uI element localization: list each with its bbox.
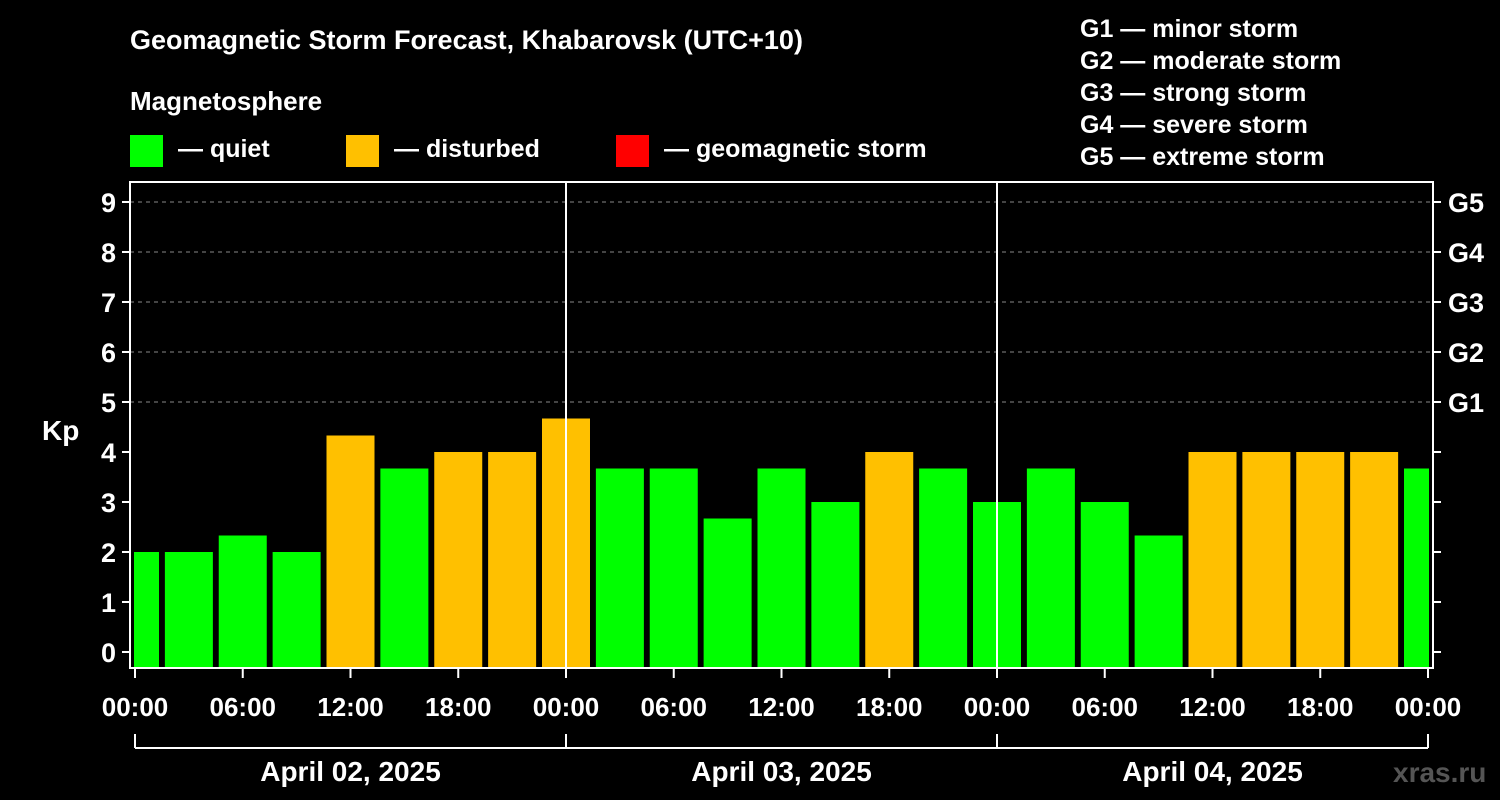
right-axis-label-g3: G3 [1448, 288, 1484, 318]
right-axis-label-g2: G2 [1448, 338, 1484, 368]
chart-title: Geomagnetic Storm Forecast, Khabarovsk (… [130, 25, 803, 55]
y-tick-label-9: 9 [101, 188, 116, 218]
y-axis-label: Kp [42, 415, 79, 446]
y-tick-label-7: 7 [101, 288, 116, 318]
legend-swatch-quiet [130, 135, 163, 167]
bar-2 [218, 535, 267, 668]
bar-11 [703, 518, 752, 668]
bar-0 [134, 552, 159, 668]
y-tick-label-0: 0 [101, 638, 116, 668]
right-axis-label-g5: G5 [1448, 188, 1484, 218]
bar-1 [164, 552, 213, 668]
x-tick-label-2: 12:00 [317, 692, 384, 722]
bar-17 [1026, 468, 1075, 668]
y-tick-label-5: 5 [101, 388, 116, 418]
bar-13 [811, 502, 860, 668]
y-tick-label-3: 3 [101, 488, 116, 518]
storm-level-g3: G3 — strong storm [1080, 79, 1306, 107]
bar-5 [380, 468, 429, 668]
y-tick-label-4: 4 [101, 438, 116, 468]
date-label-2: April 04, 2025 [1122, 756, 1303, 787]
legend-swatch-storm [616, 135, 649, 167]
bar-18 [1080, 502, 1129, 668]
x-tick-label-7: 18:00 [856, 692, 923, 722]
x-tick-label-11: 18:00 [1287, 692, 1354, 722]
bar-3 [272, 552, 321, 668]
bar-24 [1404, 468, 1429, 668]
storm-level-g2: G2 — moderate storm [1080, 47, 1341, 75]
legend-swatch-disturbed [346, 135, 379, 167]
bar-23 [1350, 452, 1399, 668]
bar-19 [1134, 535, 1183, 668]
storm-level-legend: G1 — minor storm G2 — moderate storm G3 … [1080, 15, 1341, 171]
storm-level-g4: G4 — severe storm [1080, 111, 1308, 139]
bar-9 [595, 468, 644, 668]
plot-area: 0 1 2 3 4 5 6 7 8 9 G1 G2 G3 G4 G5 00:00 06:00 12:00 18:00… [101, 181, 1484, 787]
legend-label-disturbed: — disturbed [394, 135, 540, 163]
storm-level-g5: G5 — extreme storm [1080, 143, 1325, 171]
legend-label-storm: — geomagnetic storm [664, 135, 927, 163]
x-tick-label-8: 00:00 [964, 692, 1031, 722]
bar-7 [488, 452, 537, 668]
x-tick-label-4: 00:00 [533, 692, 600, 722]
bar-20 [1188, 452, 1237, 668]
bar-10 [649, 468, 698, 668]
bar-22 [1296, 452, 1345, 668]
bar-6 [434, 452, 483, 668]
legend-label-quiet: — quiet [178, 135, 270, 163]
x-tick-label-10: 12:00 [1179, 692, 1246, 722]
y-tick-label-8: 8 [101, 238, 116, 268]
x-tick-label-9: 06:00 [1072, 692, 1139, 722]
x-tick-label-0: 00:00 [102, 692, 169, 722]
date-label-1: April 03, 2025 [691, 756, 872, 787]
x-tick-label-12: 00:00 [1395, 692, 1462, 722]
legend: — quiet — disturbed — geomagnetic storm [130, 135, 927, 167]
y-tick-label-1: 1 [101, 588, 116, 618]
y-tick-label-6: 6 [101, 338, 116, 368]
x-tick-label-3: 18:00 [425, 692, 492, 722]
legend-heading: Magnetosphere [130, 86, 322, 116]
x-tick-label-5: 06:00 [641, 692, 708, 722]
bar-12 [757, 468, 806, 668]
bar-21 [1242, 452, 1291, 668]
y-tick-label-2: 2 [101, 538, 116, 568]
bar-15 [919, 468, 968, 668]
date-label-0: April 02, 2025 [260, 756, 441, 787]
x-tick-label-1: 06:00 [210, 692, 277, 722]
x-tick-label-6: 12:00 [748, 692, 815, 722]
right-axis-label-g4: G4 [1448, 238, 1484, 268]
right-axis-label-g1: G1 [1448, 388, 1484, 418]
bar-14 [865, 452, 914, 668]
storm-level-g1: G1 — minor storm [1080, 15, 1298, 43]
watermark: xras.ru [1393, 757, 1486, 788]
bar-4 [326, 435, 375, 668]
